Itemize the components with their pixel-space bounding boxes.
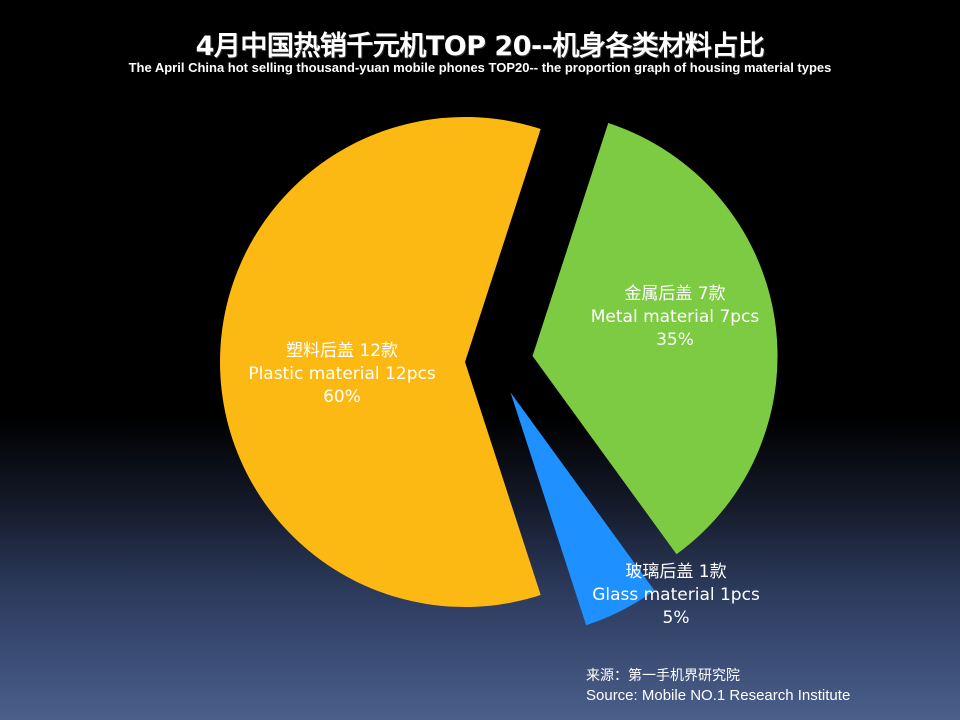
label-plastic-percent: 60% — [323, 387, 361, 407]
source-cn: 来源：第一手机界研究院 — [586, 668, 740, 684]
label-glass-cn: 玻璃后盖 1款 — [625, 562, 727, 582]
source-en: Source: Mobile NO.1 Research Institute — [586, 687, 851, 704]
chart-title: 4月中国热销千元机TOP 20--机身各类材料占比 — [195, 31, 765, 62]
source-note: 来源：第一手机界研究院 Source: Mobile NO.1 Research… — [586, 667, 850, 705]
pie-slice-metal — [532, 123, 778, 555]
label-glass: 玻璃后盖 1款 Glass material 1pcs 5% — [592, 561, 760, 630]
pie-slice-plastic — [219, 117, 541, 608]
label-glass-en: Glass material 1pcs — [592, 585, 760, 605]
pie-slice-glass — [510, 392, 655, 626]
label-plastic: 塑料后盖 12款 Plastic material 12pcs 60% — [248, 340, 435, 409]
chart-subtitle: The April China hot selling thousand-yua… — [128, 60, 832, 75]
label-metal: 金属后盖 7款 Metal material 7pcs 35% — [591, 283, 760, 352]
label-metal-en: Metal material 7pcs — [590, 307, 760, 327]
label-metal-percent: 35% — [656, 330, 694, 350]
label-glass-percent: 5% — [662, 608, 690, 628]
label-plastic-en: Plastic material 12pcs — [248, 364, 436, 384]
label-metal-cn: 金属后盖 7款 — [624, 284, 726, 304]
label-plastic-cn: 塑料后盖 12款 — [285, 341, 399, 361]
